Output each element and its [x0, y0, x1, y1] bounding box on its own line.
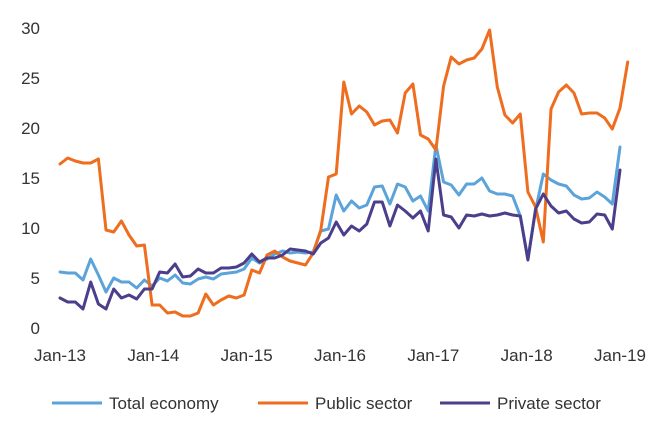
- series-layer: [58, 28, 630, 318]
- legend-label: Private sector: [497, 394, 601, 413]
- y-tick-label: 20: [21, 119, 40, 138]
- x-tick-label: Jan-15: [221, 346, 273, 365]
- y-tick-label: 0: [31, 319, 40, 338]
- legend: Total economy Public sector Private sector: [52, 394, 601, 413]
- legend-item-public-sector: Public sector: [258, 394, 413, 413]
- x-tick-label: Jan-16: [314, 346, 366, 365]
- x-tick-label: Jan-14: [127, 346, 179, 365]
- legend-item-total-economy: Total economy: [52, 394, 219, 413]
- legend-item-private-sector: Private sector: [440, 394, 601, 413]
- x-tick-label: Jan-13: [34, 346, 86, 365]
- series-line-total-economy: [58, 143, 622, 294]
- legend-label: Public sector: [315, 394, 413, 413]
- y-tick-label: 30: [21, 19, 40, 38]
- x-tick-label: Jan-19: [594, 346, 646, 365]
- x-tick-label: Jan-17: [407, 346, 459, 365]
- y-axis: 0 5 10 15 20 25 30: [21, 19, 40, 338]
- x-tick-label: Jan-18: [501, 346, 553, 365]
- x-axis: Jan-13 Jan-14 Jan-15 Jan-16 Jan-17 Jan-18 Jan-…: [34, 346, 646, 365]
- y-tick-label: 10: [21, 219, 40, 238]
- y-tick-label: 5: [31, 269, 40, 288]
- series-line-private-sector: [58, 157, 622, 311]
- legend-label: Total economy: [109, 394, 219, 413]
- y-tick-label: 25: [21, 69, 40, 88]
- series-line-public-sector: [58, 28, 630, 318]
- y-tick-label: 15: [21, 169, 40, 188]
